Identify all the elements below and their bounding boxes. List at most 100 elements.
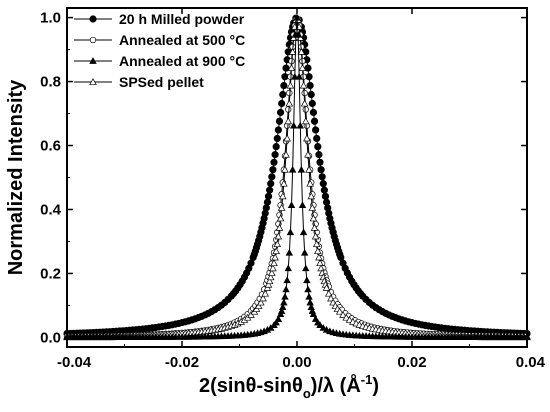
data-point bbox=[308, 99, 316, 108]
data-point bbox=[314, 247, 322, 255]
data-point bbox=[339, 310, 347, 318]
data-point bbox=[307, 90, 315, 99]
x-axis-title-mid: )/λ (Å bbox=[311, 373, 361, 397]
data-point bbox=[281, 165, 289, 173]
data-point bbox=[291, 72, 299, 80]
data-point bbox=[276, 108, 285, 117]
data-point bbox=[306, 298, 314, 306]
y-tick-label: 0.4 bbox=[40, 201, 62, 218]
data-point bbox=[247, 310, 255, 318]
data-point bbox=[285, 248, 294, 256]
data-point bbox=[277, 203, 286, 211]
data-point bbox=[285, 106, 292, 113]
data-point bbox=[257, 298, 265, 306]
data-point bbox=[89, 78, 97, 85]
x-tick-label: 0.04 bbox=[516, 354, 546, 371]
data-point bbox=[275, 223, 284, 231]
data-point bbox=[297, 165, 306, 173]
legend-label: 20 h Milled powder bbox=[119, 11, 245, 27]
legend-item: 20 h Milled powder bbox=[74, 11, 245, 27]
data-point bbox=[305, 73, 313, 81]
data-point bbox=[272, 143, 280, 151]
data-point bbox=[270, 158, 278, 166]
data-point bbox=[305, 292, 313, 300]
data-point bbox=[287, 201, 296, 208]
data-point bbox=[284, 264, 292, 272]
data-point bbox=[300, 99, 309, 107]
data-point bbox=[302, 264, 310, 272]
data-point bbox=[285, 99, 294, 107]
data-point bbox=[268, 269, 276, 276]
y-tick-label: 0.0 bbox=[40, 329, 61, 346]
data-point bbox=[306, 81, 314, 90]
data-point bbox=[272, 318, 280, 326]
data-point bbox=[299, 81, 308, 89]
legend-label: Annealed at 500 °C bbox=[119, 32, 245, 48]
data-point bbox=[278, 99, 286, 108]
x-axis-title-end: ) bbox=[372, 375, 379, 397]
y-tick-label: 0.8 bbox=[40, 74, 61, 91]
y-tick-label: 0.6 bbox=[40, 138, 61, 155]
data-point bbox=[299, 228, 308, 236]
data-point bbox=[307, 192, 316, 200]
data-point bbox=[293, 13, 301, 21]
data-point bbox=[300, 248, 309, 256]
data-point bbox=[342, 313, 351, 321]
data-point bbox=[311, 232, 320, 240]
data-point bbox=[315, 253, 323, 261]
data-point bbox=[287, 64, 296, 71]
data-point bbox=[316, 158, 324, 166]
data-point bbox=[294, 30, 302, 38]
data-point bbox=[282, 150, 290, 158]
data-point bbox=[309, 310, 318, 318]
data-point bbox=[309, 108, 318, 117]
data-point bbox=[304, 285, 312, 293]
x-axis-title-sup: -1 bbox=[361, 372, 373, 387]
data-point bbox=[322, 284, 331, 291]
data-point bbox=[297, 47, 306, 55]
data-point bbox=[301, 89, 308, 97]
data-point bbox=[282, 64, 290, 72]
data-point bbox=[269, 264, 277, 272]
data-point bbox=[254, 302, 263, 309]
data-point bbox=[274, 232, 283, 240]
data-point bbox=[288, 47, 297, 55]
data-point bbox=[306, 179, 314, 187]
x-axis-title-main: 2(sinθ-sinθ bbox=[199, 375, 303, 397]
data-point bbox=[327, 294, 335, 302]
data-point bbox=[267, 180, 275, 188]
data-point bbox=[319, 180, 327, 188]
data-point bbox=[273, 240, 282, 248]
data-point bbox=[264, 192, 273, 200]
data-point bbox=[310, 117, 319, 125]
data-point bbox=[303, 276, 311, 284]
data-point bbox=[321, 192, 330, 200]
data-point bbox=[302, 106, 309, 113]
data-point bbox=[316, 259, 324, 267]
data-point bbox=[277, 307, 286, 314]
series-2 bbox=[63, 13, 531, 341]
data-point bbox=[279, 303, 287, 311]
data-point bbox=[316, 321, 324, 328]
x-tick-label: 0.00 bbox=[282, 354, 311, 371]
series-0 bbox=[63, 14, 531, 338]
data-point bbox=[280, 81, 288, 90]
data-point bbox=[288, 165, 297, 173]
data-point bbox=[295, 72, 303, 80]
data-point bbox=[268, 173, 276, 181]
data-point bbox=[263, 198, 272, 206]
data-point bbox=[280, 298, 288, 306]
data-point bbox=[271, 151, 279, 159]
data-point bbox=[261, 289, 270, 297]
x-tick-label: 0.02 bbox=[397, 354, 426, 371]
data-point bbox=[301, 117, 310, 125]
data-point bbox=[281, 73, 289, 81]
data-point bbox=[320, 186, 328, 194]
data-point bbox=[278, 192, 287, 200]
data-point bbox=[315, 151, 323, 159]
data-point bbox=[263, 284, 272, 291]
data-point bbox=[298, 64, 307, 71]
data-point bbox=[304, 150, 312, 158]
data-point bbox=[273, 134, 281, 143]
data-point bbox=[286, 81, 295, 89]
